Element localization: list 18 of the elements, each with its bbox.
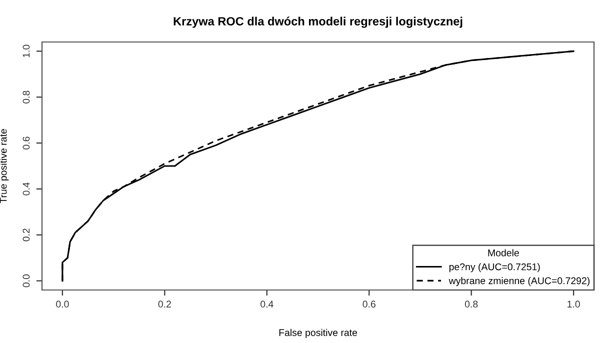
x-axis-title: False positive rate xyxy=(279,328,358,338)
x-tick-label: 0.4 xyxy=(260,300,274,308)
legend-label: pe?ny (AUC=0.7251) xyxy=(449,263,540,272)
x-tick-label: 1.0 xyxy=(568,300,580,308)
x-tick-label: 0.6 xyxy=(362,300,376,308)
y-tick-label: 1.0 xyxy=(22,44,30,58)
x-tick-label: 0.0 xyxy=(56,300,69,308)
x-tick-label: 0.8 xyxy=(464,300,478,308)
y-tick-label: 0.4 xyxy=(22,182,30,196)
legend-label: wybrane zmienne (AUC=0.7292) xyxy=(448,277,590,286)
y-tick-label: 0.6 xyxy=(22,136,30,150)
legend-title: Modele xyxy=(488,249,519,256)
y-axis-title: True positive rate xyxy=(0,129,9,204)
y-tick-label: 0.2 xyxy=(22,228,30,242)
x-tick-label: 0.2 xyxy=(158,300,171,308)
chart-title: Krzywa ROC dla dwóch modeli regresji logistycznej xyxy=(174,16,462,28)
y-tick-label: 0.0 xyxy=(22,274,30,288)
y-tick-label: 0.8 xyxy=(22,90,30,104)
